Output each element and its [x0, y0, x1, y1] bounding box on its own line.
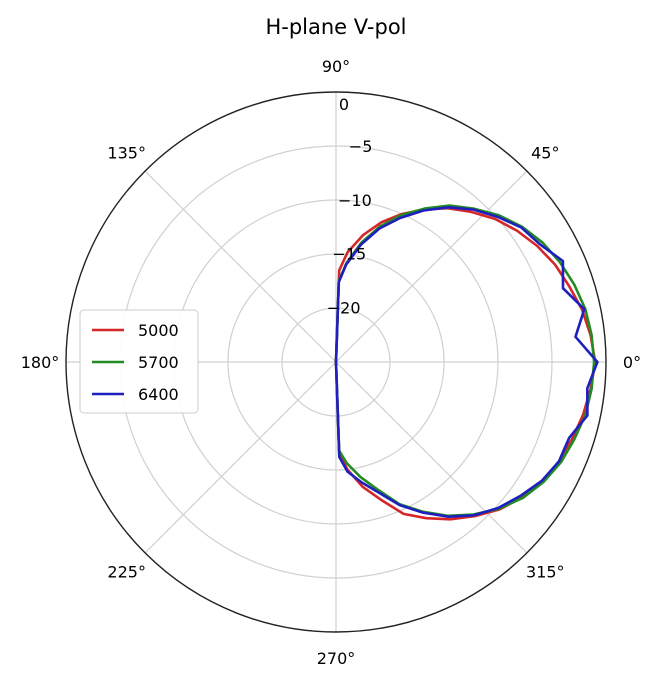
legend-box: [79, 309, 199, 414]
legend: 5000 5700 6400: [79, 309, 199, 414]
grid-spoke: [144, 170, 337, 363]
angle-tick-label: 135°: [107, 144, 146, 163]
radial-tick-label: −10: [338, 191, 372, 210]
angle-tick-label: 45°: [531, 144, 559, 163]
angle-tick-label: 270°: [317, 649, 356, 668]
legend-label-6400: 6400: [138, 385, 179, 404]
chart-title: H-plane V-pol: [265, 15, 406, 39]
radial-tick-label: −15: [332, 245, 366, 264]
radial-tick-label: 0: [339, 95, 349, 114]
angle-tick-label: 90°: [322, 57, 350, 76]
series-layer: [334, 204, 599, 521]
series-line-6400: [334, 206, 599, 519]
series-line-5700: [334, 204, 596, 518]
legend-label-5000: 5000: [138, 321, 179, 340]
grid-spoke: [335, 170, 528, 363]
angle-tick-label: 225°: [107, 562, 146, 581]
grid-spoke: [335, 361, 528, 554]
legend-label-5700: 5700: [138, 353, 179, 372]
angle-tick-label: 180°: [21, 353, 60, 372]
angle-tick-label: 315°: [526, 562, 565, 581]
angle-tick-label: 0°: [623, 353, 641, 372]
radial-tick-label: −20: [327, 298, 361, 317]
grid-spoke: [144, 361, 337, 554]
tick-labels: 0° 45° 90° 135° 180° 225° 270° 315° 0 −5 −10 −15 −20: [21, 57, 641, 668]
radial-tick-label: −5: [349, 137, 373, 156]
outer-frame: [65, 91, 607, 633]
